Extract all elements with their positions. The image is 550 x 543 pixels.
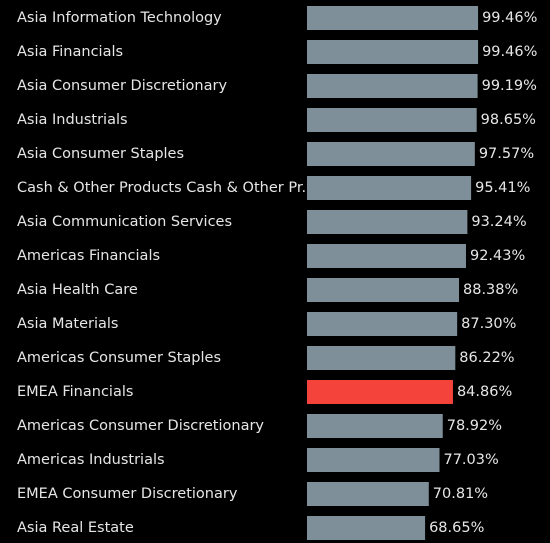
bar [307,244,466,268]
bar [307,210,468,234]
value-label: 88.38% [463,282,518,298]
category-label: EMEA Consumer Discretionary [17,486,238,502]
category-label: Americas Financials [17,248,160,264]
bar [307,414,443,438]
bar [307,176,472,200]
bar [307,448,440,472]
category-label: Americas Consumer Discretionary [17,418,264,434]
category-label: Asia Financials [17,44,123,60]
value-label: 77.03% [443,452,498,468]
category-label: Asia Health Care [17,282,138,298]
value-label: 70.81% [433,486,488,502]
category-label: Asia Industrials [17,112,128,128]
category-label: Asia Consumer Discretionary [17,78,227,94]
bar [307,312,458,336]
bar [307,142,475,166]
category-label: Asia Real Estate [17,520,134,536]
category-label: Americas Consumer Staples [17,350,221,366]
bar [307,516,426,540]
category-label: Asia Information Technology [17,10,222,26]
value-label: 99.19% [482,78,537,94]
category-label: Asia Materials [17,316,118,332]
value-label: 84.86% [457,384,512,400]
value-label: 99.46% [482,44,537,60]
value-label: 99.46% [482,10,537,26]
bar [307,108,477,132]
bar [307,278,460,302]
category-label: Cash & Other Products Cash & Other Pr.. [17,180,311,196]
bar [307,380,453,404]
category-label: Americas Industrials [17,452,165,468]
value-label: 87.30% [461,316,516,332]
value-label: 86.22% [459,350,514,366]
bar [307,6,479,30]
value-label: 95.41% [475,180,530,196]
value-label: 98.65% [481,112,536,128]
bar [307,346,456,370]
value-label: 68.65% [429,520,484,536]
value-label: 93.24% [471,214,526,230]
value-label: 78.92% [447,418,502,434]
category-label: EMEA Financials [17,384,133,400]
bar [307,482,429,506]
category-label: Asia Consumer Staples [17,146,184,162]
value-label: 97.57% [479,146,534,162]
value-label: 92.43% [470,248,525,264]
category-label: Asia Communication Services [17,214,232,230]
bar [307,40,479,64]
bar [307,74,478,98]
